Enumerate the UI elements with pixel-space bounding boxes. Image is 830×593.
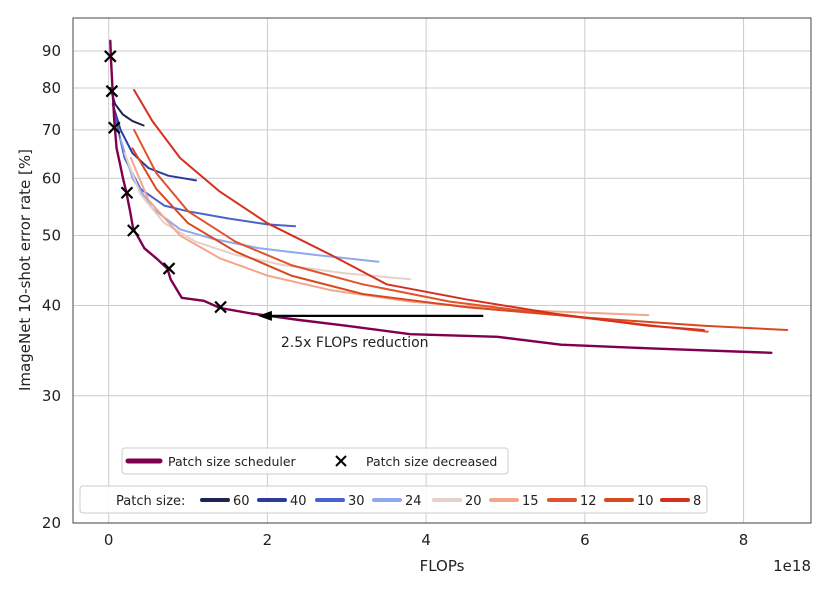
patch-decrease-marker-6 bbox=[214, 300, 227, 314]
x-tick-label-2: 4 bbox=[421, 531, 431, 549]
patch-decrease-marker-0 bbox=[104, 50, 117, 63]
legend-top-swatch-marker bbox=[335, 455, 347, 467]
y-tick-label-5: 70 bbox=[42, 121, 61, 139]
y-tick-label-6: 80 bbox=[42, 79, 61, 97]
y-tick-label-3: 50 bbox=[42, 226, 61, 244]
series-line-patch-20 bbox=[123, 152, 412, 281]
y-tick-label-4: 60 bbox=[42, 169, 61, 187]
patch-decrease-marker-1 bbox=[105, 84, 119, 98]
series-layer bbox=[104, 39, 789, 354]
x-tick-label-3: 6 bbox=[580, 531, 590, 549]
patch-decrease-marker-4 bbox=[127, 224, 140, 237]
patch-decrease-marker-5 bbox=[162, 262, 176, 275]
y-tick-label-2: 40 bbox=[42, 297, 61, 315]
legend-label-patch-30: 30 bbox=[348, 494, 365, 509]
annotation-arrow-head bbox=[257, 310, 272, 321]
y-tick-label-7: 90 bbox=[42, 42, 61, 60]
series-line-patch-30 bbox=[114, 115, 297, 228]
grid bbox=[73, 18, 811, 524]
legend-top-label-scheduler: Patch size scheduler bbox=[168, 454, 297, 469]
legend-label-patch-40: 40 bbox=[290, 494, 307, 509]
x-tick-label-4: 8 bbox=[739, 531, 749, 549]
x-axis-label: FLOPs bbox=[420, 557, 465, 575]
y-axis-label: ImageNet 10-shot error rate [%] bbox=[16, 149, 34, 391]
legend-top: Patch size scheduler Patch size decreased bbox=[121, 447, 509, 475]
annotation-text: 2.5x FLOPs reduction bbox=[281, 335, 429, 351]
legend-bottom: Patch size: 60 40 30 24 20 15 12 10 8 bbox=[79, 485, 708, 514]
patch-decrease-marker-2 bbox=[107, 121, 121, 134]
legend-label-patch-15: 15 bbox=[522, 494, 539, 509]
series-line-scheduler bbox=[109, 39, 773, 354]
legend-label-patch-10: 10 bbox=[637, 494, 654, 509]
series-line-patch-8 bbox=[133, 89, 705, 331]
legend-label-patch-20: 20 bbox=[465, 494, 482, 509]
x-offset-label: 1e18 bbox=[773, 557, 811, 575]
series-line-patch-24 bbox=[119, 138, 380, 263]
legend-label-patch-8: 8 bbox=[693, 494, 701, 509]
legend-bottom-title: Patch size: bbox=[116, 494, 185, 509]
legend-label-patch-24: 24 bbox=[405, 494, 422, 509]
legend-label-patch-60: 60 bbox=[233, 494, 250, 509]
x-tick-label-0: 0 bbox=[104, 531, 114, 549]
legend-top-label-marker: Patch size decreased bbox=[366, 454, 497, 469]
patch-decrease-marker-3 bbox=[120, 186, 134, 200]
legend-label-patch-12: 12 bbox=[580, 494, 597, 509]
plot-frame bbox=[72, 17, 812, 524]
y-tick-label-0: 20 bbox=[42, 514, 61, 532]
legend-top-frame bbox=[121, 447, 509, 475]
y-tick-label-1: 30 bbox=[42, 387, 61, 405]
series-line-patch-10 bbox=[131, 147, 789, 331]
annotation-layer: 2.5x FLOPs reduction bbox=[257, 310, 484, 351]
x-tick-label-1: 2 bbox=[263, 531, 273, 549]
